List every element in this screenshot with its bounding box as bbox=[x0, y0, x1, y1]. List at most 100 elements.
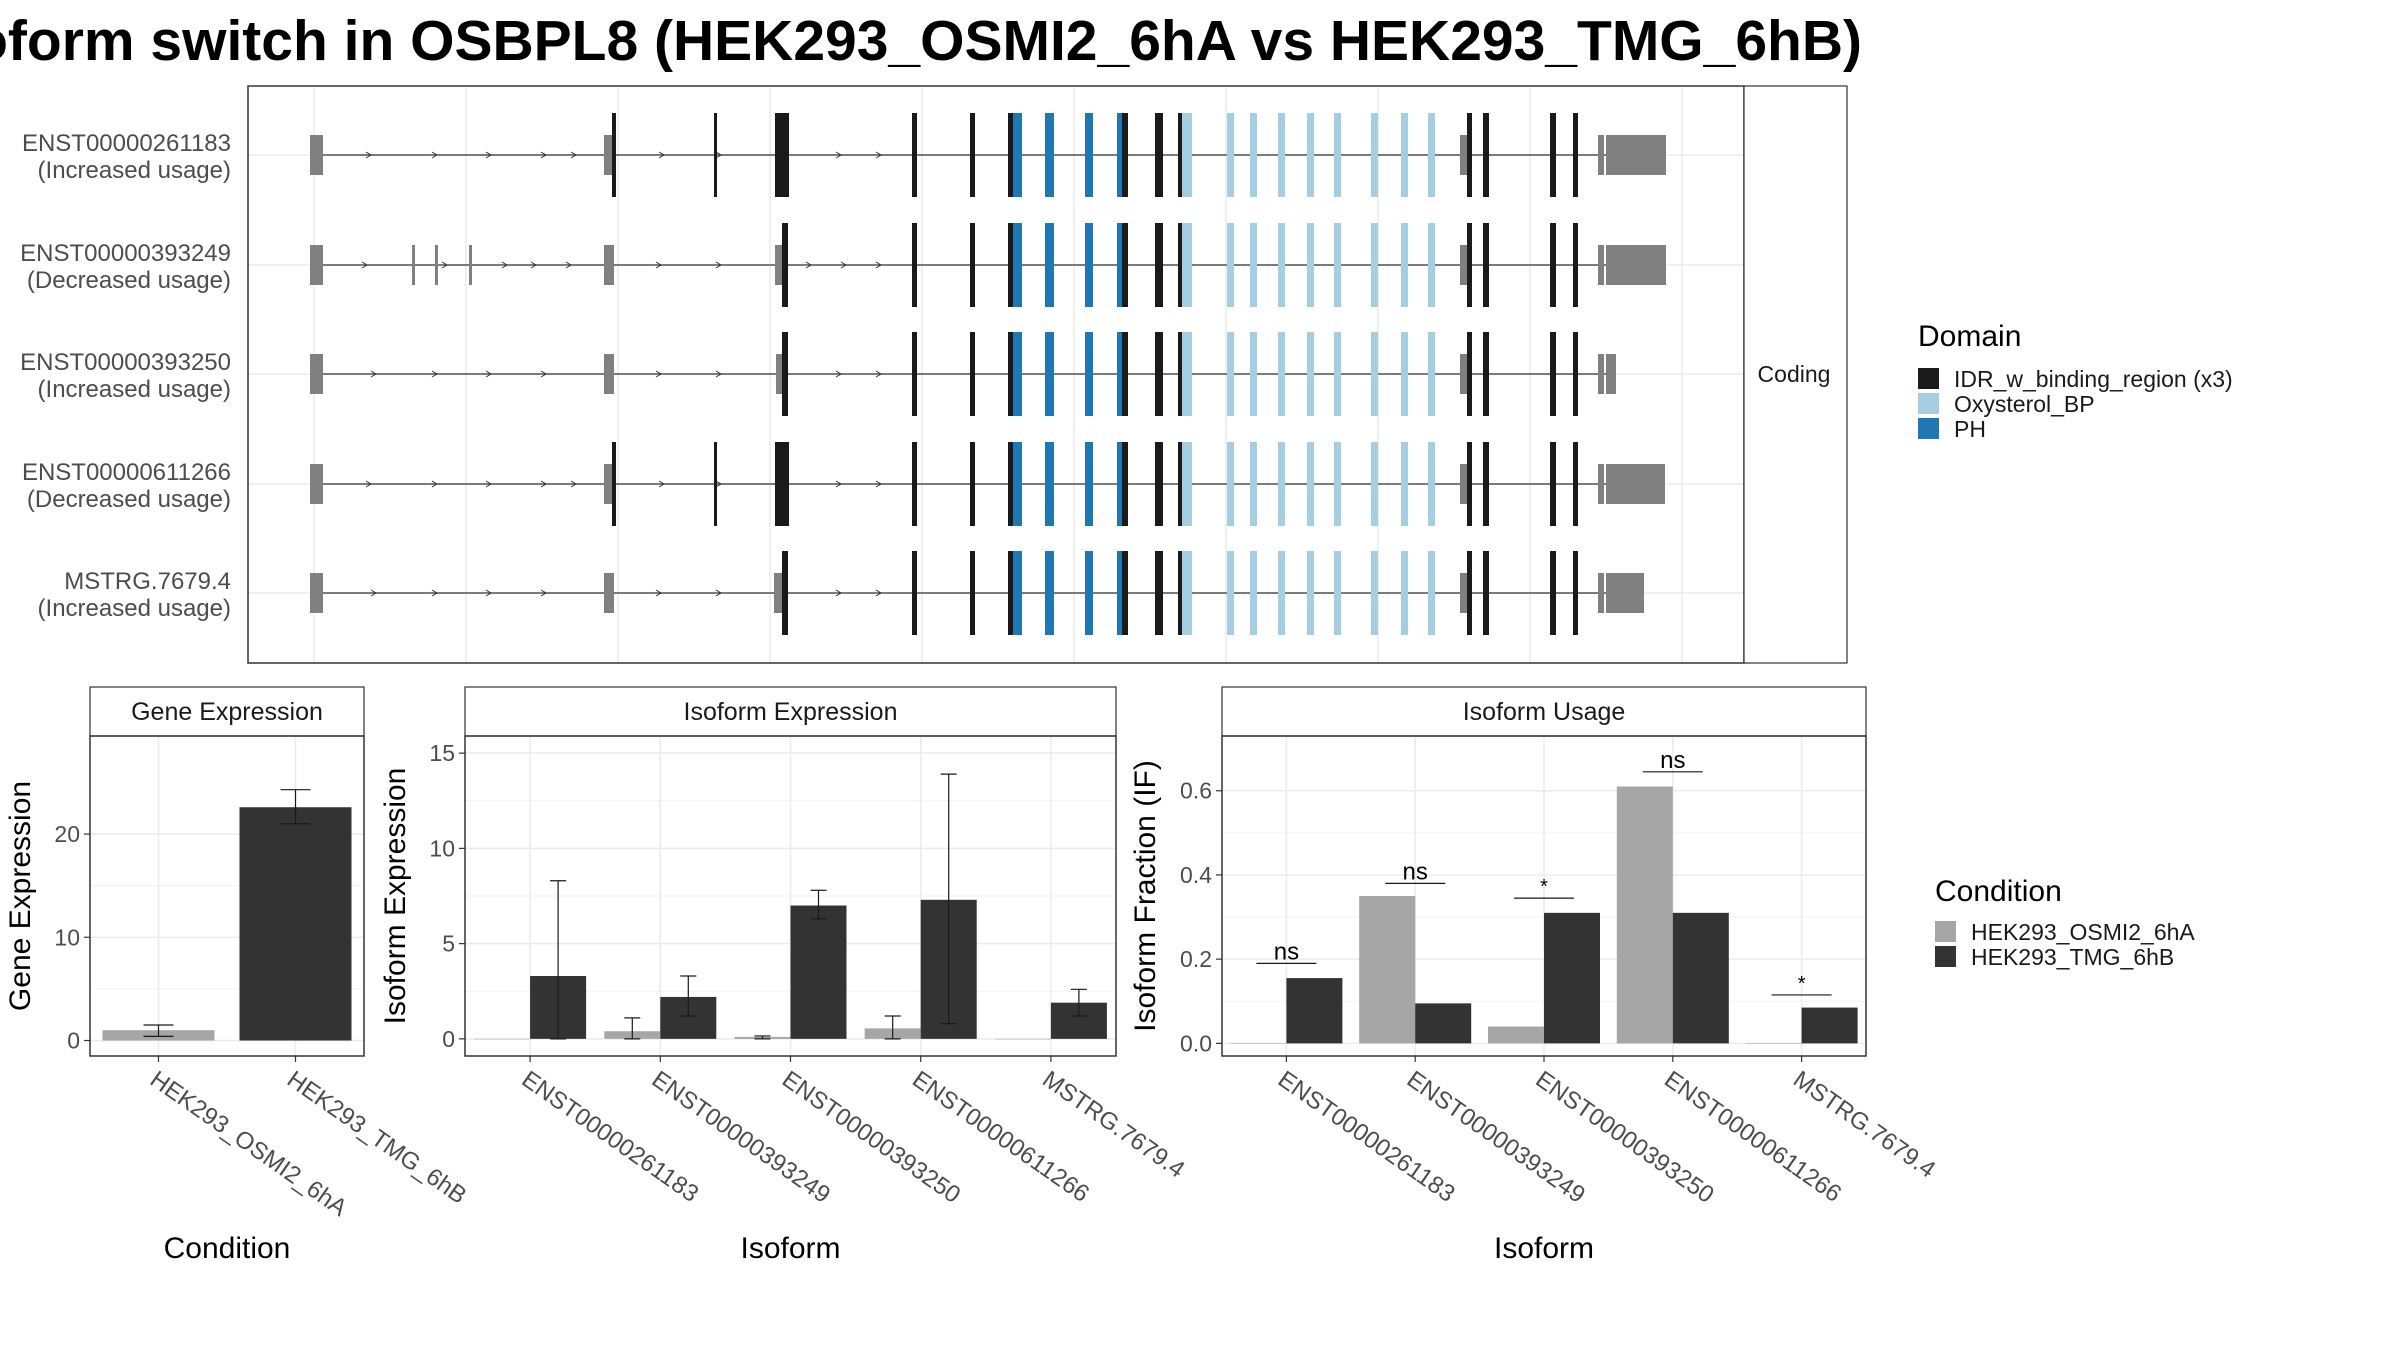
coding-exon bbox=[1008, 113, 1014, 197]
coding-exon bbox=[1371, 332, 1378, 416]
coding-exon bbox=[1122, 223, 1128, 307]
transcript-id-label: ENST00000611266 bbox=[22, 459, 231, 486]
coding-exon bbox=[1401, 332, 1408, 416]
significance-label: ns bbox=[1660, 747, 1685, 774]
coding-exon bbox=[714, 113, 717, 197]
coding-exon bbox=[1428, 223, 1435, 307]
coding-exon bbox=[1483, 442, 1489, 526]
strand-arrow bbox=[370, 370, 377, 378]
coding-exon bbox=[1182, 332, 1192, 416]
coding-exon bbox=[1085, 113, 1093, 197]
coding-exon bbox=[1467, 223, 1472, 307]
strand-arrow bbox=[875, 480, 882, 488]
bar bbox=[1488, 1026, 1544, 1044]
isoform-expression-panel: Isoform Expression051015ENST00000261183E… bbox=[379, 686, 1190, 1265]
coding-exon bbox=[1401, 442, 1408, 526]
strand-arrow bbox=[570, 480, 577, 488]
coding-exon bbox=[1155, 113, 1163, 197]
coding-exon bbox=[1182, 113, 1192, 197]
coding-exon bbox=[1250, 442, 1257, 526]
coding-exon bbox=[1155, 223, 1163, 307]
bar bbox=[1415, 1003, 1472, 1044]
strand-arrow bbox=[431, 589, 438, 597]
coding-exon bbox=[1334, 551, 1341, 635]
domain-legend-key bbox=[1918, 368, 1939, 389]
utr-exon bbox=[310, 464, 323, 504]
significance-label: * bbox=[1540, 876, 1548, 898]
coding-exon bbox=[782, 223, 788, 307]
utr-exon bbox=[774, 573, 782, 613]
coding-exon bbox=[612, 442, 616, 526]
utr-exon bbox=[1598, 135, 1604, 175]
coding-exon bbox=[782, 332, 788, 416]
coding-exon bbox=[1178, 442, 1183, 526]
strand-arrow bbox=[565, 261, 572, 269]
coding-exon bbox=[1250, 332, 1257, 416]
strip-label: Coding bbox=[1758, 361, 1831, 387]
bar bbox=[474, 1038, 531, 1040]
strand-arrow bbox=[835, 480, 842, 488]
domain-legend-label: PH bbox=[1954, 416, 1986, 442]
coding-exon bbox=[782, 551, 788, 635]
coding-exon bbox=[1307, 332, 1314, 416]
coding-exon bbox=[1008, 332, 1014, 416]
coding-exon bbox=[1227, 442, 1234, 526]
panel-title: Isoform Usage bbox=[1463, 698, 1626, 726]
strand-arrow bbox=[805, 261, 812, 269]
utr-exon bbox=[435, 245, 438, 285]
panel-strip bbox=[1221, 686, 1867, 737]
y-tick-label: 5 bbox=[442, 931, 455, 957]
strand-arrow bbox=[715, 370, 722, 378]
coding-exon bbox=[1045, 332, 1054, 416]
coding-exon bbox=[775, 113, 789, 197]
utr-exon bbox=[1598, 573, 1604, 613]
strand-arrow bbox=[365, 151, 372, 159]
strand-arrow bbox=[875, 589, 882, 597]
strand-arrow bbox=[485, 370, 492, 378]
coding-exon bbox=[1371, 113, 1378, 197]
coding-exon bbox=[1467, 551, 1472, 635]
significance-label: ns bbox=[1274, 938, 1299, 965]
utr-exon bbox=[310, 354, 323, 394]
coding-exon bbox=[1085, 551, 1093, 635]
coding-exon bbox=[1182, 442, 1192, 526]
strand-arrow bbox=[658, 151, 665, 159]
strand-arrow bbox=[715, 261, 722, 269]
coding-exon bbox=[1227, 551, 1234, 635]
coding-exon bbox=[1371, 551, 1378, 635]
coding-exon bbox=[1117, 551, 1126, 635]
strand-arrow bbox=[431, 370, 438, 378]
coding-exon bbox=[1278, 442, 1285, 526]
coding-exon bbox=[1227, 113, 1234, 197]
utr-exon bbox=[310, 135, 323, 175]
coding-exon bbox=[1085, 442, 1093, 526]
strand-arrow bbox=[441, 261, 448, 269]
coding-exon bbox=[970, 442, 975, 526]
strand-arrow bbox=[715, 480, 722, 488]
utr-exon bbox=[1606, 464, 1665, 504]
y-tick-label: 15 bbox=[429, 740, 455, 766]
coding-exon bbox=[912, 332, 917, 416]
strand-arrow bbox=[655, 261, 662, 269]
coding-exon bbox=[1122, 551, 1128, 635]
utr-exon bbox=[310, 245, 323, 285]
utr-exon bbox=[1598, 245, 1604, 285]
significance-label: ns bbox=[1403, 858, 1428, 885]
condition-legend-label: HEK293_OSMI2_6hA bbox=[1971, 919, 2195, 945]
strand-arrow bbox=[840, 261, 847, 269]
strand-arrow bbox=[715, 589, 722, 597]
coding-exon bbox=[1155, 551, 1163, 635]
panel-title: Isoform Expression bbox=[684, 698, 898, 726]
utr-exon bbox=[1606, 354, 1616, 394]
utr-exon bbox=[604, 245, 614, 285]
strip-background bbox=[1743, 85, 1848, 664]
coding-exon bbox=[1182, 223, 1192, 307]
strand-arrow bbox=[485, 589, 492, 597]
coding-exon bbox=[1085, 223, 1093, 307]
coding-exon bbox=[912, 551, 917, 635]
utr-exon bbox=[1460, 245, 1467, 285]
y-tick-label: 0.0 bbox=[1180, 1030, 1212, 1056]
transcript-usage-label: (Increased usage) bbox=[38, 157, 231, 184]
strand-arrow bbox=[485, 480, 492, 488]
coding-exon bbox=[1573, 223, 1578, 307]
